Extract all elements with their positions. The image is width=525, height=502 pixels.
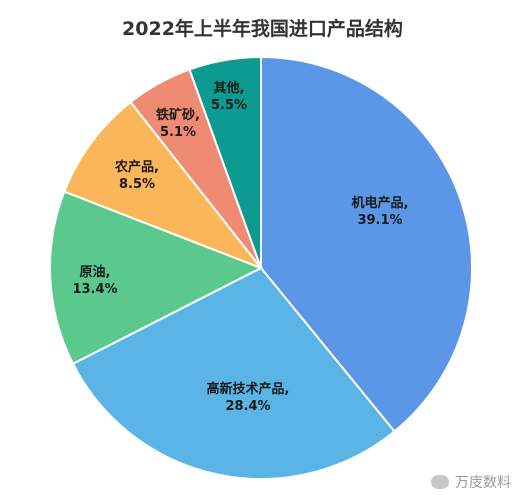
slice-label: 机电产品,	[352, 195, 409, 211]
wechat-icon	[431, 475, 449, 489]
slice-label: 其他,	[214, 80, 245, 96]
slice-label: 高新技术产品,	[207, 381, 290, 397]
slice-value-label: 39.1%	[357, 213, 402, 228]
watermark-text: 万庋数料	[455, 475, 511, 491]
chart-title: 2022年上半年我国进口产品结构	[122, 18, 403, 40]
slice-label: 原油,	[80, 264, 111, 280]
pie-slice	[71, 266, 396, 480]
slice-value-label: 28.4%	[225, 399, 270, 414]
slice-value-label: 8.5%	[119, 177, 155, 192]
slice-value-label: 5.1%	[160, 125, 196, 140]
pie-slice	[188, 55, 262, 269]
watermark: 万庋数料	[431, 472, 511, 492]
pie-slice	[260, 55, 473, 433]
slice-value-label: 13.4%	[72, 282, 117, 297]
pie-slices	[49, 55, 473, 480]
pie-slice	[63, 100, 265, 271]
slice-value-label: 5.5%	[211, 98, 247, 113]
pie-labels: 机电产品, 39.1% 高新技术产品, 28.4% 原油, 13.4% 农产品, 8.5% 铁矿…	[72, 80, 408, 414]
slice-label: 农产品,	[114, 159, 159, 175]
slice-label: 铁矿砂,	[155, 107, 200, 123]
pie-slice	[49, 190, 264, 366]
